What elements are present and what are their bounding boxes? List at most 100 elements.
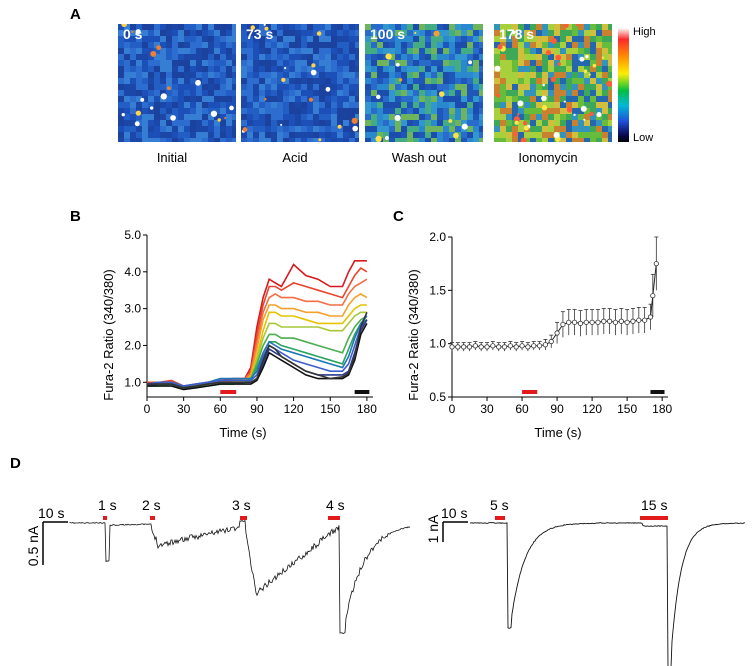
scale-bar-left (42, 521, 68, 565)
image-pixel (148, 114, 154, 120)
bright-cell-spot (160, 93, 167, 100)
bright-cell-spot (523, 125, 529, 131)
image-pixel (524, 84, 530, 90)
image-pixel (355, 96, 359, 102)
image-pixel (124, 30, 130, 36)
image-pixel (331, 102, 337, 108)
bright-cell-spot (316, 31, 322, 36)
image-pixel (461, 138, 467, 142)
image-pixel (554, 120, 560, 126)
image-pixel (371, 126, 377, 132)
image-pixel (407, 96, 413, 102)
image-pixel (355, 30, 359, 36)
image-pixel (566, 30, 572, 36)
image-pixel (271, 30, 277, 36)
image-pixel (271, 60, 277, 66)
data-point (612, 319, 619, 325)
image-pixel (425, 114, 431, 120)
image-pixel (500, 114, 506, 120)
image-pixel (419, 108, 425, 114)
bright-cell-spot (242, 127, 248, 132)
image-pixel (241, 84, 247, 90)
image-pixel (259, 84, 265, 90)
bright-cell-spot (352, 125, 359, 132)
image-pixel (560, 102, 566, 108)
image-pixel (166, 114, 172, 120)
image-pixel (542, 132, 548, 138)
image-pixel (461, 24, 467, 30)
image-pixel (277, 90, 283, 96)
image-pixel (431, 96, 437, 102)
image-pixel (289, 120, 295, 126)
image-pixel (277, 84, 283, 90)
image-pixel (178, 36, 184, 42)
image-pixel (277, 42, 283, 48)
image-pixel (530, 54, 536, 60)
image-pixel (512, 84, 518, 90)
image-pixel (608, 90, 612, 96)
image-pixel (190, 24, 196, 30)
image-pixel (142, 48, 148, 54)
image-pixel (118, 54, 124, 60)
bright-cell-spot (224, 116, 227, 120)
image-pixel (148, 90, 154, 96)
image-pixel (473, 78, 479, 84)
image-pixel (419, 102, 425, 108)
image-pixel (530, 84, 536, 90)
image-pixel (343, 108, 349, 114)
image-pixel (461, 102, 467, 108)
image-pixel (124, 48, 130, 54)
image-pixel (259, 126, 265, 132)
image-pixel (160, 102, 166, 108)
image-pixel (596, 138, 602, 142)
data-point (630, 318, 636, 324)
image-pixel (425, 90, 431, 96)
image-pixel (202, 48, 208, 54)
image-pixel (548, 72, 554, 78)
image-pixel (247, 24, 253, 30)
image-pixel (494, 90, 500, 96)
image-pixel (383, 48, 389, 54)
image-pixel (365, 102, 371, 108)
image-pixel (566, 126, 572, 132)
image-pixel (283, 66, 289, 72)
image-pixel (365, 30, 371, 36)
bright-cell-spot (541, 105, 548, 111)
image-pixel (542, 108, 548, 114)
chart-panel-b: Fura-2 Ratio (340/380) Time (s) 0 30 60 90 1… (101, 228, 377, 440)
image-pixel (590, 42, 596, 48)
image-pixel (166, 108, 172, 114)
image-pixel (226, 30, 232, 36)
image-pixel (154, 138, 160, 142)
image-pixel (214, 42, 220, 48)
image-pixel (142, 132, 148, 138)
image-pixel (331, 60, 337, 66)
image-pixel (142, 108, 148, 114)
image-pixel (277, 24, 283, 30)
image-pixel (449, 126, 455, 132)
image-pixel (365, 96, 371, 102)
bright-cell-spot (121, 24, 127, 28)
image-pixel (530, 126, 536, 132)
image-pixel (277, 78, 283, 84)
image-pixel (325, 30, 331, 36)
bright-cell-spot (264, 26, 269, 31)
image-pixel (196, 132, 202, 138)
image-pixel (506, 30, 512, 36)
image-pixel (259, 132, 265, 138)
image-pixel (319, 102, 325, 108)
image-pixel (184, 90, 190, 96)
image-pixel (325, 78, 331, 84)
image-pixel (283, 36, 289, 42)
image-pixel (530, 24, 536, 30)
image-pixel (578, 30, 584, 36)
data-point (624, 319, 630, 325)
image-pixel (208, 78, 214, 84)
bright-cell-spot (566, 107, 573, 113)
image-pixel (572, 120, 578, 126)
image-pixel (118, 96, 124, 102)
image-pixel (506, 120, 512, 126)
image-pixel (554, 72, 560, 78)
image-pixel (401, 120, 407, 126)
image-pixel (160, 78, 166, 84)
